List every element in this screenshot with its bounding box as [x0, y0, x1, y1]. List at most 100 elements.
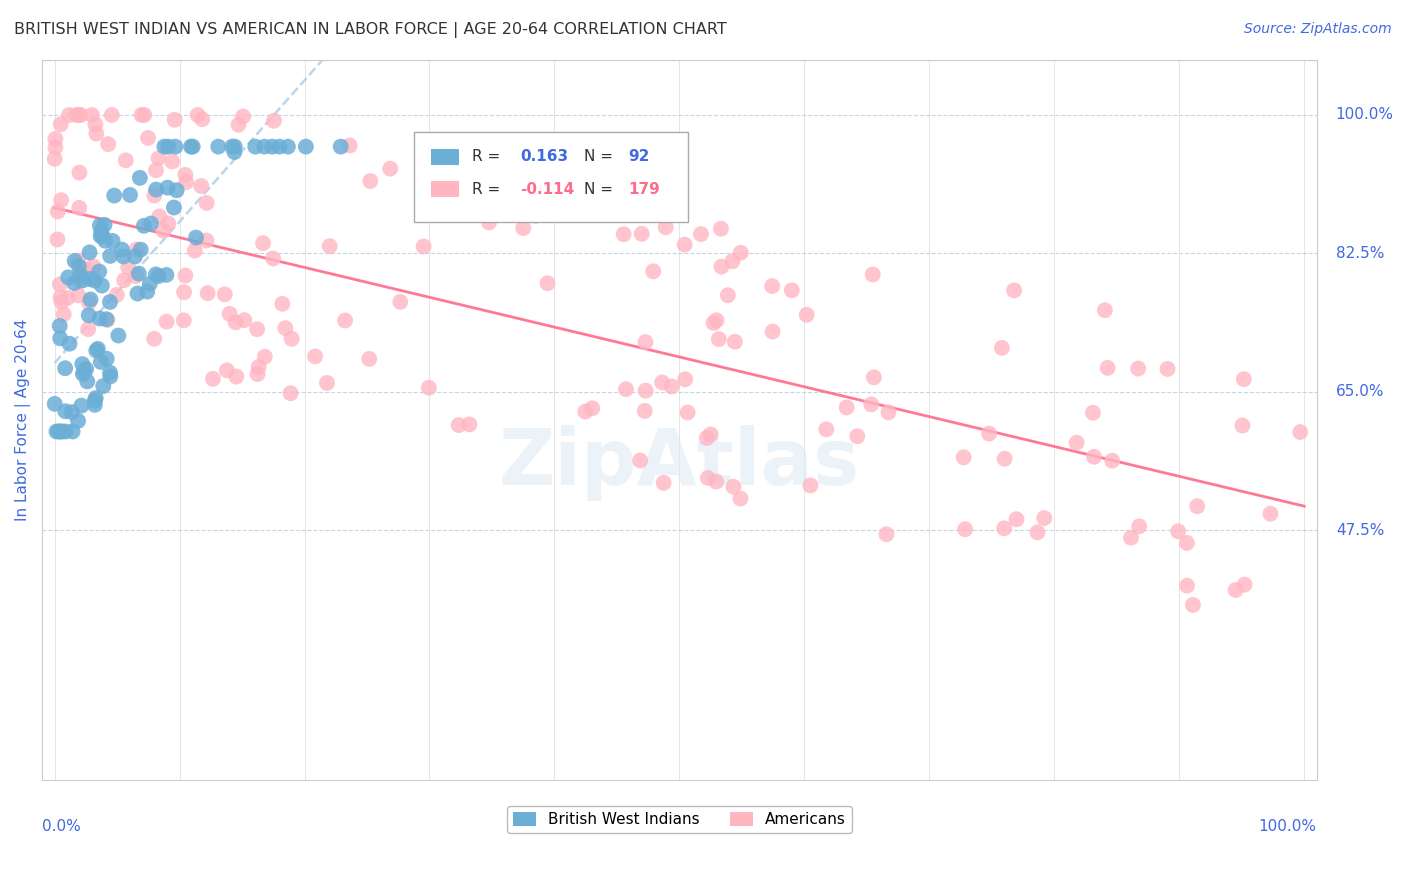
- Point: [91, 229, 114, 244]
- Point: [262, 139, 284, 153]
- Point: [541, 197, 564, 211]
- Point: [51, 425, 73, 439]
- Point: [72, 274, 94, 288]
- Point: [72, 367, 94, 381]
- Point: [1233, 577, 1256, 591]
- Point: [77, 322, 100, 336]
- Point: [1097, 360, 1119, 375]
- Point: [148, 151, 170, 165]
- Point: [94, 234, 117, 248]
- Point: [117, 260, 139, 275]
- Point: [761, 325, 783, 339]
- Point: [704, 475, 727, 489]
- Point: [124, 250, 146, 264]
- Point: [418, 381, 440, 395]
- Point: [195, 196, 218, 211]
- Point: [134, 108, 156, 122]
- Point: [153, 139, 176, 153]
- Point: [710, 260, 733, 274]
- Point: [163, 112, 186, 127]
- Point: [1187, 500, 1209, 514]
- Point: [252, 236, 274, 251]
- Point: [56, 291, 79, 305]
- Point: [125, 243, 148, 257]
- Point: [174, 268, 197, 283]
- Point: [228, 118, 250, 132]
- Point: [114, 153, 136, 168]
- Point: [90, 355, 112, 369]
- Point: [875, 527, 897, 541]
- Point: [60, 405, 83, 419]
- Point: [253, 350, 276, 364]
- Point: [247, 359, 270, 374]
- Text: 47.5%: 47.5%: [1336, 523, 1384, 538]
- Point: [860, 397, 883, 411]
- Point: [67, 288, 90, 302]
- Point: [536, 277, 558, 291]
- Point: [48, 318, 70, 333]
- Point: [333, 313, 356, 327]
- Point: [187, 108, 209, 122]
- Point: [90, 224, 112, 238]
- Point: [96, 351, 118, 366]
- Point: [207, 139, 229, 153]
- Point: [359, 174, 381, 188]
- Point: [49, 331, 72, 345]
- Point: [83, 393, 105, 408]
- Point: [143, 332, 166, 346]
- Point: [165, 139, 187, 153]
- Point: [129, 243, 152, 257]
- Point: [52, 307, 75, 321]
- Point: [67, 165, 90, 179]
- Point: [160, 154, 183, 169]
- Point: [79, 245, 101, 260]
- Point: [45, 425, 67, 439]
- Point: [63, 254, 86, 268]
- Point: [145, 163, 167, 178]
- Point: [91, 379, 114, 393]
- Text: 65.0%: 65.0%: [1336, 384, 1385, 400]
- Point: [46, 232, 69, 246]
- Point: [214, 287, 236, 301]
- Point: [58, 108, 80, 122]
- Point: [112, 250, 135, 264]
- Text: 0.0%: 0.0%: [42, 819, 82, 834]
- Point: [613, 227, 636, 242]
- Point: [69, 108, 91, 122]
- Point: [389, 294, 412, 309]
- Point: [661, 379, 683, 393]
- Point: [412, 239, 434, 253]
- Text: -0.114: -0.114: [520, 182, 574, 197]
- Point: [72, 357, 94, 371]
- Point: [84, 118, 107, 132]
- Point: [699, 427, 721, 442]
- Point: [76, 375, 98, 389]
- Point: [83, 398, 105, 412]
- FancyBboxPatch shape: [430, 149, 458, 165]
- Point: [225, 369, 247, 384]
- Point: [730, 245, 752, 260]
- Text: 100.0%: 100.0%: [1336, 108, 1393, 122]
- Point: [58, 336, 80, 351]
- Point: [574, 404, 596, 418]
- Point: [232, 110, 254, 124]
- Point: [157, 139, 180, 153]
- Point: [271, 297, 294, 311]
- FancyBboxPatch shape: [415, 132, 689, 221]
- Point: [174, 175, 197, 189]
- Point: [125, 269, 148, 284]
- Point: [447, 418, 470, 433]
- Point: [799, 478, 821, 492]
- Point: [246, 322, 269, 336]
- Point: [380, 161, 402, 176]
- Point: [118, 188, 141, 202]
- Point: [696, 471, 718, 485]
- Point: [524, 209, 547, 223]
- Point: [1233, 372, 1256, 386]
- Point: [98, 295, 121, 310]
- Point: [155, 268, 177, 282]
- Point: [1260, 507, 1282, 521]
- Point: [174, 168, 197, 182]
- Point: [224, 145, 246, 159]
- Point: [952, 450, 974, 465]
